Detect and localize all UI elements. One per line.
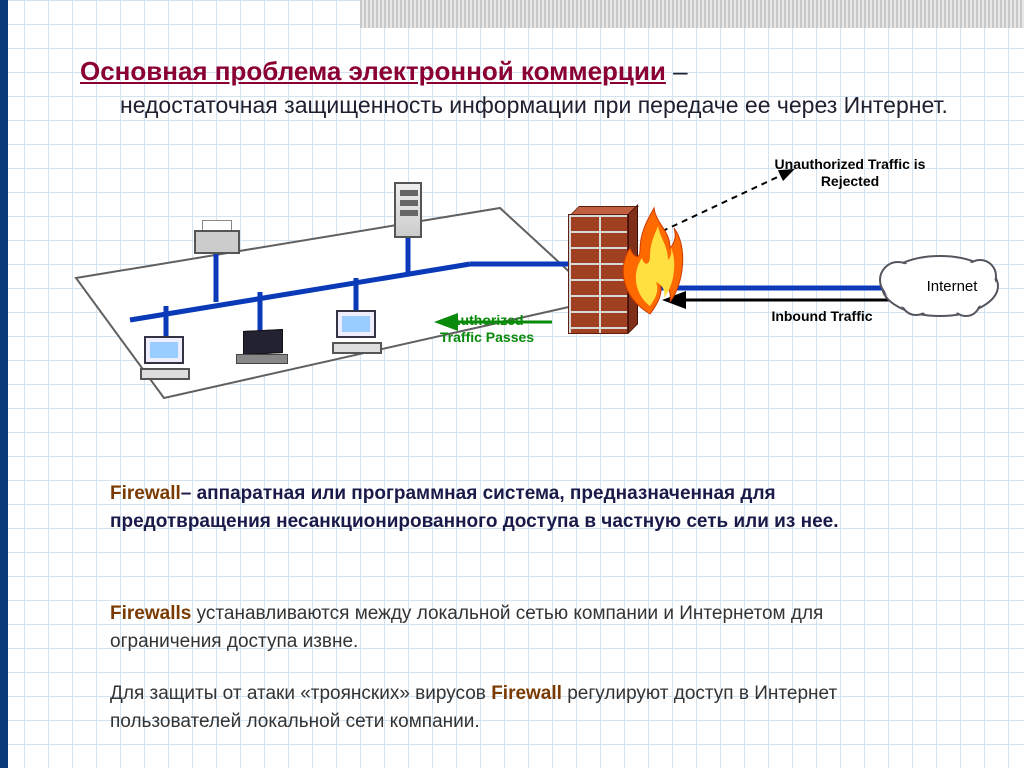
firewall-diagram: Unauthorized Traffic is Rejected Authori… — [40, 160, 984, 460]
label-authorized: Authorized Traffic Passes — [432, 312, 542, 346]
server-icon — [394, 182, 422, 238]
subtitle: недостаточная защищенность информации пр… — [120, 91, 980, 121]
label-rejected: Unauthorized Traffic is Rejected — [760, 156, 940, 190]
firewall-keyword: Firewall — [110, 483, 181, 504]
definition-text: – аппаратная или программная система, пр… — [110, 483, 838, 532]
definition-paragraph: Firewall– аппаратная или программная сис… — [110, 480, 930, 535]
side-strip — [0, 0, 8, 768]
label-inbound: Inbound Traffic — [752, 308, 892, 325]
para2-text: устанавливаются между локальной сетью ко… — [110, 603, 823, 652]
para3-prefix: Для защиты от атаки «троянских» вирусов — [110, 683, 491, 704]
pc-icon — [140, 336, 192, 384]
firewall-keyword-2: Firewall — [491, 683, 562, 704]
firewall-wall — [568, 206, 636, 334]
printer-icon — [194, 220, 240, 256]
title-line: Основная проблема электронной коммерции … — [80, 54, 980, 89]
label-internet: Internet — [912, 278, 992, 296]
title-suffix: – — [666, 56, 688, 86]
paragraph-3: Для защиты от атаки «троянских» вирусов … — [110, 680, 930, 735]
title-main: Основная проблема электронной коммерции — [80, 56, 666, 86]
top-band — [360, 0, 1024, 28]
laptop-icon — [236, 330, 290, 366]
firewalls-keyword: Firewalls — [110, 603, 191, 624]
content-area: Основная проблема электронной коммерции … — [80, 54, 980, 121]
pc-icon — [332, 310, 384, 358]
paragraph-2: Firewalls устанавливаются между локально… — [110, 600, 930, 655]
